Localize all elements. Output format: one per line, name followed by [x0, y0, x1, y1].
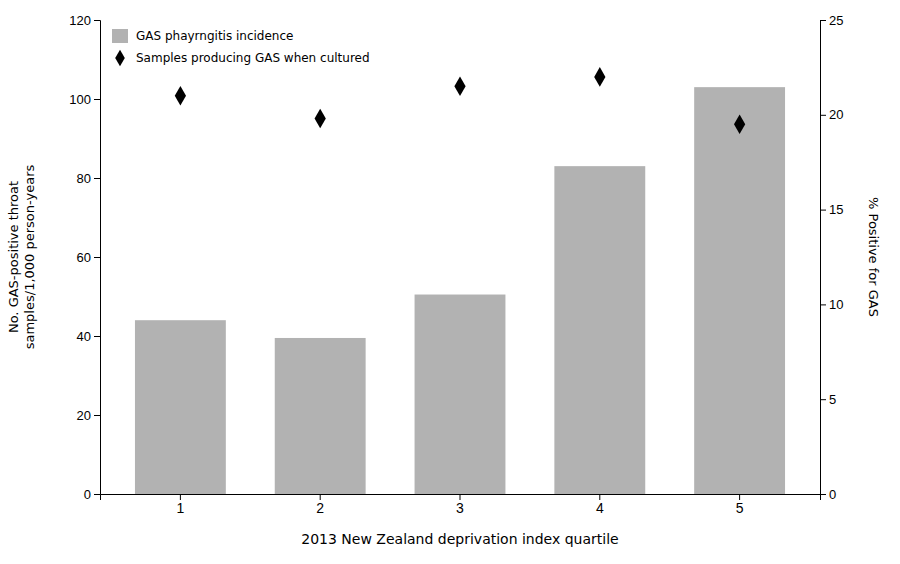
point: [175, 86, 186, 106]
point: [734, 115, 745, 135]
x-tick: 1: [176, 494, 184, 516]
legend: GAS phayrngitis incidence Samples produci…: [112, 29, 370, 67]
tick-label: 5: [736, 500, 744, 516]
point: [315, 109, 326, 129]
tick-mark: [820, 399, 826, 400]
tick-mark: [94, 178, 100, 179]
tick-label: 100: [69, 92, 91, 107]
x-tick: 2: [316, 494, 324, 516]
tick-label: 2: [316, 500, 324, 516]
y-tick: 60: [77, 250, 100, 265]
y2-tick: 0: [820, 487, 836, 502]
tick-mark: [820, 210, 826, 211]
chart: 1 2 3 4 5 0 20 40 60 80 100 120 0 5 10 15 20 25 2013 New Z…: [0, 0, 900, 564]
point: [594, 67, 605, 87]
tick-mark: [94, 494, 100, 495]
legend-label: Samples producing GAS when cultured: [136, 51, 370, 65]
bar: [554, 166, 645, 494]
marks: [135, 67, 785, 494]
x-tick: 5: [736, 494, 744, 516]
series-1: [175, 67, 745, 134]
tick-label: 3: [456, 500, 464, 516]
tick-label: 1: [176, 500, 184, 516]
y2-tick: 10: [820, 297, 843, 312]
y2-axis: 0 5 10 15 20 25: [820, 13, 843, 502]
tick-label: 0: [84, 487, 91, 502]
tick-mark: [94, 257, 100, 258]
tick-label: 20: [77, 408, 91, 423]
bar: [135, 320, 226, 494]
y2-tick: 5: [820, 392, 836, 407]
tick-mark: [820, 115, 826, 116]
tick-label: 40: [77, 329, 91, 344]
tick-label: 5: [829, 392, 836, 407]
tick-label: 15: [829, 202, 843, 217]
y-axis-title: No. GAS-positive throatsamples/1,000 per…: [6, 164, 37, 349]
y2-tick: 20: [820, 107, 843, 122]
tick-label: 0: [829, 487, 836, 502]
y-tick: 120: [69, 13, 100, 28]
tick-mark: [820, 494, 826, 495]
legend-item: GAS phayrngitis incidence: [112, 29, 293, 44]
y-tick: 40: [77, 329, 100, 344]
legend-label: GAS phayrngitis incidence: [136, 29, 293, 43]
point: [454, 77, 465, 97]
y-tick: 100: [69, 92, 100, 107]
y2-axis-title: % Positive for GAS: [866, 197, 881, 317]
tick-label: 120: [69, 13, 91, 28]
tick-mark: [820, 304, 826, 305]
y-tick: 80: [77, 171, 100, 186]
y-axis: 0 20 40 60 80 100 120: [69, 13, 100, 502]
tick-mark: [94, 99, 100, 100]
tick-mark: [94, 20, 100, 21]
tick-mark: [94, 336, 100, 337]
bar: [415, 295, 506, 494]
series-0: [135, 87, 785, 494]
tick-label: 10: [829, 297, 843, 312]
legend-swatch: [115, 50, 125, 67]
tick-label: 4: [596, 500, 604, 516]
tick-label: 60: [77, 250, 91, 265]
legend-swatch: [112, 29, 128, 43]
x-axis-title: 2013 New Zealand deprivation index quart…: [301, 531, 618, 547]
tick-label: 25: [829, 13, 843, 28]
tick-label: 20: [829, 107, 843, 122]
legend-item: Samples producing GAS when cultured: [115, 50, 369, 67]
y2-tick: 15: [820, 202, 843, 217]
bar: [275, 338, 366, 494]
y-tick: 20: [77, 408, 100, 423]
axis-line: [94, 21, 101, 495]
bar: [694, 87, 785, 494]
y2-tick: 25: [820, 13, 843, 28]
x-axis: 1 2 3 4 5: [101, 494, 821, 516]
tick-mark: [820, 20, 826, 21]
tick-mark: [94, 415, 100, 416]
axis-line: [821, 21, 827, 495]
plot: 1 2 3 4 5 0 20 40 60 80 100 120 0 5 10 15 20 25 2013 New Z…: [6, 13, 881, 547]
x-tick: 3: [456, 494, 464, 516]
y-tick: 0: [84, 487, 100, 502]
tick-label: 80: [77, 171, 91, 186]
x-tick: 4: [596, 494, 604, 516]
